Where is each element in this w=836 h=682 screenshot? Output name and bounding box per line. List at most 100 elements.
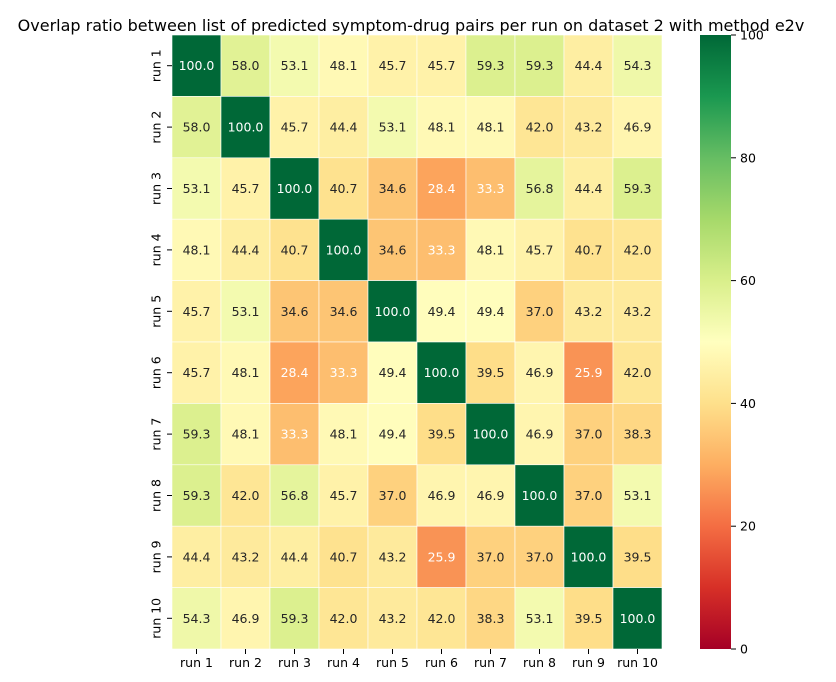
x-tick-label: run 1 — [180, 655, 213, 670]
heatmap-cell-label: 33.3 — [477, 181, 505, 196]
heatmap-cell — [514, 34, 565, 97]
heatmap-cell-label: 54.3 — [624, 58, 652, 73]
y-tick-label: run 6 — [149, 356, 164, 389]
heatmap-cell-label: 53.1 — [526, 611, 554, 626]
heatmap-cell — [514, 280, 565, 343]
heatmap-cell — [269, 34, 320, 97]
heatmap-cell — [416, 525, 467, 588]
heatmap-cell-label: 37.0 — [575, 488, 603, 503]
heatmap-cell-label: 44.4 — [575, 58, 603, 73]
heatmap-cell-label: 45.7 — [428, 58, 456, 73]
y-tick-label: run 10 — [149, 598, 164, 639]
heatmap-cell-label: 28.4 — [281, 365, 309, 380]
heatmap-cell-label: 34.6 — [330, 304, 358, 319]
heatmap-cell — [465, 403, 516, 466]
heatmap-cell — [563, 341, 614, 404]
heatmap-cell-label: 100.0 — [620, 611, 656, 626]
heatmap-cells — [171, 34, 663, 650]
y-tick-label: run 1 — [149, 49, 164, 82]
heatmap-cell — [220, 280, 271, 343]
heatmap-cell-label: 48.1 — [428, 120, 456, 135]
x-tick-label: run 8 — [523, 655, 556, 670]
heatmap-cell — [612, 403, 663, 466]
heatmap-cell — [318, 341, 369, 404]
heatmap-cell-label: 38.3 — [477, 611, 505, 626]
heatmap-cell — [563, 218, 614, 281]
heatmap-cell-label: 56.8 — [281, 488, 309, 503]
heatmap-cell — [318, 587, 369, 650]
heatmap-cell — [171, 34, 222, 97]
heatmap-cell — [514, 403, 565, 466]
heatmap-cell-label: 59.3 — [477, 58, 505, 73]
heatmap-cell-label: 42.0 — [330, 611, 358, 626]
x-tick-label: run 7 — [474, 655, 507, 670]
heatmap-cell — [367, 218, 418, 281]
heatmap-cell — [563, 403, 614, 466]
heatmap-cell — [612, 525, 663, 588]
heatmap-cell-label: 38.3 — [624, 427, 652, 442]
heatmap-cell-label: 34.6 — [379, 242, 407, 257]
heatmap-cell — [563, 280, 614, 343]
heatmap-cell — [220, 96, 271, 159]
heatmap-cell-label: 44.4 — [575, 181, 603, 196]
heatmap-cell-label: 100.0 — [326, 242, 362, 257]
heatmap-cell — [416, 96, 467, 159]
heatmap-cell-label: 39.5 — [575, 611, 603, 626]
heatmap-cell — [171, 587, 222, 650]
heatmap-cell — [465, 525, 516, 588]
heatmap-cell — [514, 96, 565, 159]
heatmap-cell-label: 49.4 — [379, 427, 407, 442]
heatmap-cell — [367, 96, 418, 159]
heatmap-cell-label: 45.7 — [526, 242, 554, 257]
heatmap-cell-label: 45.7 — [183, 365, 211, 380]
heatmap-cell-label: 48.1 — [183, 242, 211, 257]
heatmap-cell-label: 42.0 — [232, 488, 260, 503]
heatmap-cell-label: 43.2 — [379, 611, 407, 626]
heatmap-cell-label: 48.1 — [477, 242, 505, 257]
colorbar-tick-label: 80 — [740, 150, 756, 165]
heatmap-cell-label: 46.9 — [428, 488, 456, 503]
x-tick-label: run 6 — [425, 655, 458, 670]
heatmap-cell-label: 40.7 — [330, 181, 358, 196]
heatmap-cell-label: 43.2 — [624, 304, 652, 319]
heatmap-cell-label: 59.3 — [183, 488, 211, 503]
x-tick-label: run 3 — [278, 655, 311, 670]
heatmap-cell — [318, 403, 369, 466]
heatmap-cell — [269, 280, 320, 343]
heatmap-cell — [563, 464, 614, 527]
heatmap-cell — [465, 218, 516, 281]
heatmap-cell-label: 100.0 — [375, 304, 411, 319]
heatmap-cell-label: 39.5 — [428, 427, 456, 442]
heatmap-cell-label: 34.6 — [281, 304, 309, 319]
colorbar-tick-label: 100 — [740, 28, 764, 43]
heatmap-cell-label: 100.0 — [179, 58, 215, 73]
x-tick-label: run 5 — [376, 655, 409, 670]
heatmap-cell-label: 44.4 — [183, 549, 211, 564]
heatmap-cell — [416, 280, 467, 343]
heatmap-cell-label: 45.7 — [281, 120, 309, 135]
heatmap-cell — [465, 280, 516, 343]
heatmap-cell — [465, 587, 516, 650]
heatmap-cell — [171, 218, 222, 281]
heatmap-cell — [269, 341, 320, 404]
y-tick-label: run 3 — [149, 172, 164, 205]
heatmap-cell-label: 49.4 — [477, 304, 505, 319]
colorbar-tick-label: 60 — [740, 273, 756, 288]
heatmap-cell-label: 37.0 — [526, 304, 554, 319]
heatmap-cell-label: 44.4 — [330, 120, 358, 135]
heatmap-cell-label: 46.9 — [477, 488, 505, 503]
y-axis: run 1 run 2 run 3 run 4 run 5 run 6 run 7 run 8… — [149, 49, 172, 639]
heatmap-cell-label: 45.7 — [379, 58, 407, 73]
heatmap-cell — [416, 218, 467, 281]
heatmap-cell — [465, 96, 516, 159]
x-tick-label: run 9 — [572, 655, 605, 670]
x-tick-label: run 4 — [327, 655, 360, 670]
heatmap-cell — [465, 464, 516, 527]
heatmap-cell — [465, 157, 516, 220]
heatmap-cell-label: 34.6 — [379, 181, 407, 196]
heatmap-cell-label: 45.7 — [330, 488, 358, 503]
heatmap-cell — [612, 464, 663, 527]
heatmap-cell-label: 45.7 — [232, 181, 260, 196]
heatmap-cell-label: 43.2 — [232, 549, 260, 564]
